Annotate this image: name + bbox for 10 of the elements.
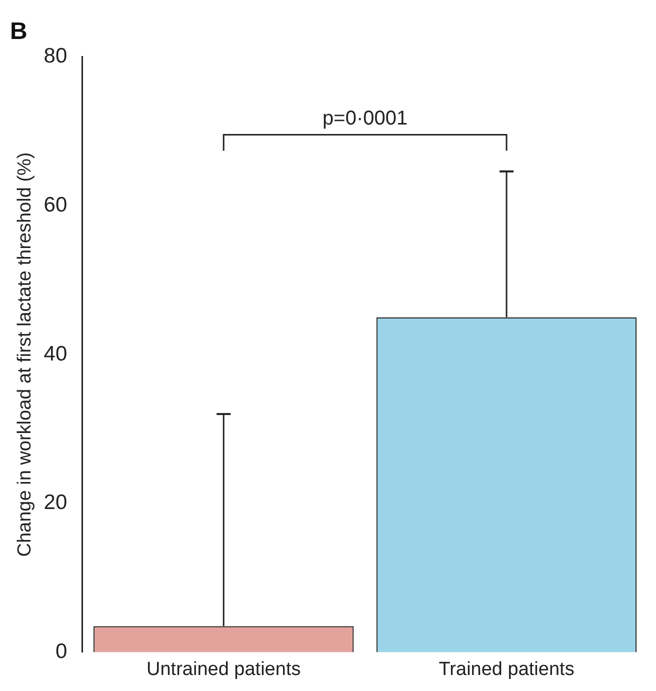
y-tick-label: 40	[44, 342, 68, 366]
y-axis-title: Change in workload at first lactate threshold (%)	[14, 152, 36, 557]
y-tick-label: 60	[44, 193, 68, 216]
x-tick-label: Trained patients	[438, 658, 574, 680]
x-tick-label: Untrained patients	[146, 658, 301, 680]
y-tick-label: 20	[44, 491, 68, 514]
y-tick-label: 0	[55, 640, 68, 663]
annotation: p=0·0001	[322, 107, 408, 130]
chart-title: B	[10, 18, 28, 46]
y-tick-label: 80	[44, 44, 68, 68]
